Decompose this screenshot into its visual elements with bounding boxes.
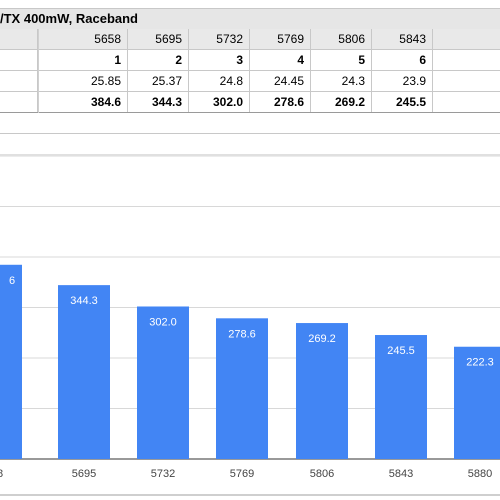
tick-label: 5806 — [310, 468, 334, 480]
tick-label: 5880 — [468, 468, 492, 480]
data-label: 278.6 — [228, 328, 256, 340]
power-cell[interactable]: 344.3 — [128, 92, 189, 112]
bar[interactable] — [454, 346, 500, 459]
sheet-title-row: /TX 400mW, Raceband — [0, 8, 500, 30]
frequency-cell[interactable]: 5806 — [311, 29, 372, 49]
column-divider — [38, 29, 39, 113]
bar[interactable] — [0, 264, 22, 459]
bar-chart: 6 8 344.3 5695 302.0 5732 278.6 5769 269.2 5806 24… — [0, 156, 500, 496]
frequency-cell[interactable]: 5843 — [372, 29, 433, 49]
data-label: 344.3 — [70, 295, 98, 307]
channel-cell[interactable]: 4 — [250, 50, 311, 70]
row-label-cell[interactable] — [0, 71, 38, 91]
channel-cell[interactable]: 2 — [128, 50, 189, 70]
tick-label: 5732 — [151, 468, 175, 480]
data-label: 6 — [9, 275, 15, 287]
frequency-cell[interactable]: 5658 — [67, 29, 128, 49]
sheet-title: /TX 400mW, Raceband — [0, 11, 138, 26]
power-cell[interactable]: 245.5 — [372, 92, 433, 112]
row-label-cell[interactable] — [0, 29, 38, 49]
gain-row: 25.85 25.37 24.8 24.45 24.3 23.9 — [0, 71, 500, 92]
power-cell[interactable]: 302.0 — [189, 92, 250, 112]
gain-cell[interactable]: 24.3 — [311, 71, 372, 91]
tick-label: 8 — [0, 468, 3, 480]
power-cell[interactable]: 269.2 — [311, 92, 372, 112]
channel-cell[interactable]: 3 — [189, 50, 250, 70]
row-label-cell[interactable] — [0, 92, 38, 112]
gain-cell[interactable]: 25.85 — [67, 71, 128, 91]
bar[interactable] — [296, 323, 348, 459]
frequency-cell[interactable]: 5769 — [250, 29, 311, 49]
bar[interactable] — [137, 306, 189, 459]
power-cell[interactable]: 384.6 — [67, 92, 128, 112]
bar[interactable] — [216, 318, 268, 459]
tick-label: 5695 — [72, 468, 96, 480]
gain-cell[interactable]: 25.37 — [128, 71, 189, 91]
gain-cell[interactable]: 24.45 — [250, 71, 311, 91]
channel-cell[interactable]: 1 — [67, 50, 128, 70]
frequency-row: 5658 5695 5732 5769 5806 5843 — [0, 29, 500, 50]
frequency-cell[interactable]: 5732 — [189, 29, 250, 49]
data-label: 302.0 — [149, 316, 177, 328]
power-row: 384.6 344.3 302.0 278.6 269.2 245.5 — [0, 92, 500, 113]
tick-label: 5843 — [389, 468, 413, 480]
empty-row — [0, 113, 500, 134]
row-label-cell[interactable] — [0, 50, 38, 70]
data-label: 245.5 — [387, 345, 415, 357]
frequency-cell[interactable]: 5695 — [128, 29, 189, 49]
channel-cell[interactable]: 6 — [372, 50, 433, 70]
gain-cell[interactable]: 23.9 — [372, 71, 433, 91]
data-label: 269.2 — [308, 333, 336, 345]
empty-row — [0, 134, 500, 156]
bar[interactable] — [375, 335, 427, 459]
channel-cell[interactable]: 5 — [311, 50, 372, 70]
gain-cell[interactable]: 24.8 — [189, 71, 250, 91]
bar[interactable] — [58, 285, 110, 459]
tick-label: 5769 — [230, 468, 254, 480]
data-label: 222.3 — [466, 357, 494, 369]
power-cell[interactable]: 278.6 — [250, 92, 311, 112]
